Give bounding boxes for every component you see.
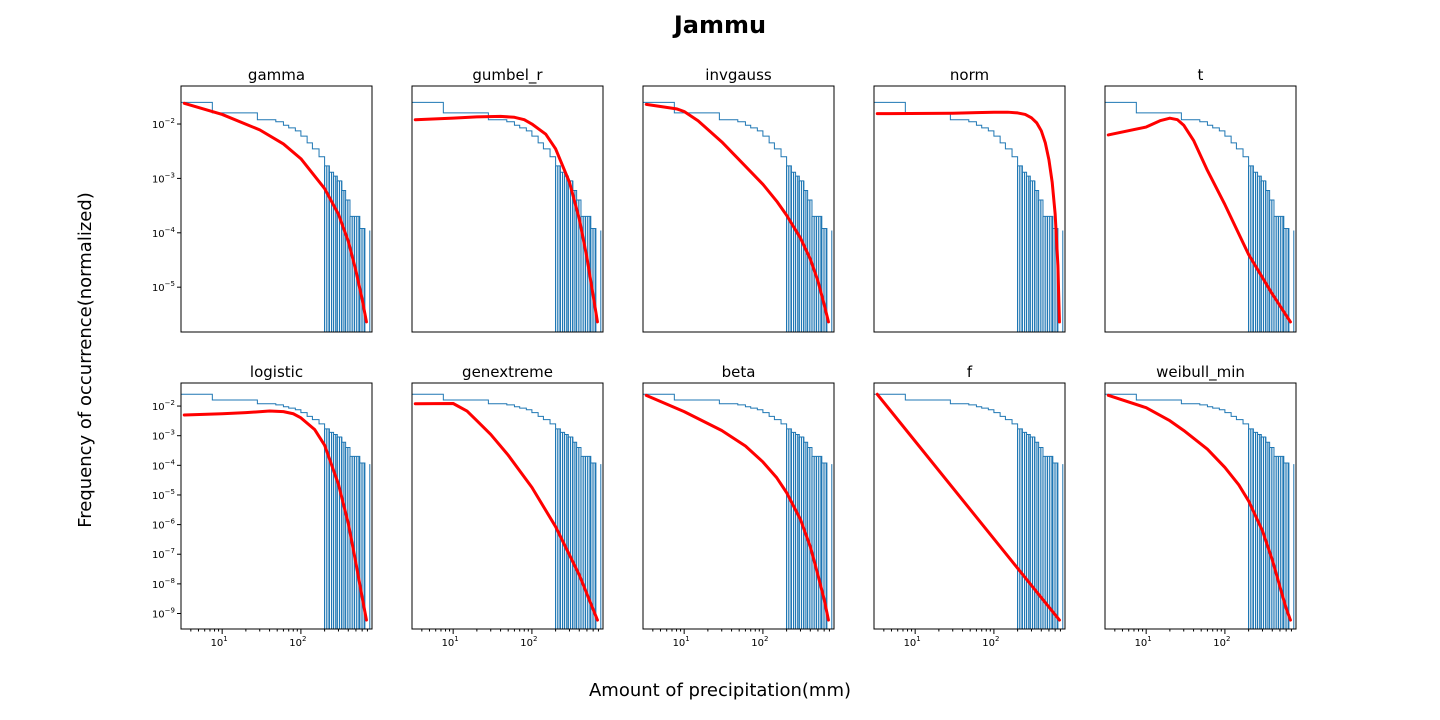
subplot-norm: norm [873, 66, 1066, 333]
x-tick-label: 102 [751, 635, 768, 649]
figure-title: Jammu [672, 11, 766, 39]
subplot-beta: beta 101 102 [642, 363, 835, 649]
subplot-grid: gamma 10−5 10−4 10−3 10−2 gumbel_r invgauss nor… [152, 66, 1297, 649]
subplot-title: gumbel_r [472, 66, 543, 85]
subplot-title: f [967, 363, 973, 381]
subplot-title: gamma [248, 66, 305, 84]
y-tick-label: 10−2 [152, 399, 175, 413]
x-tick-label: 101 [211, 635, 228, 649]
histogram-step [643, 393, 833, 629]
axes-frame [180, 85, 373, 333]
y-tick-label: 10−4 [152, 226, 176, 240]
x-tick-label: 101 [442, 635, 459, 649]
fit-curve-norm [875, 110, 1061, 324]
y-tick-label: 10−3 [152, 171, 175, 185]
x-tick-label: 101 [904, 635, 921, 649]
axes-frame [411, 382, 604, 630]
fit-curve-gumbel_r [413, 114, 599, 324]
histogram-tail [323, 165, 365, 332]
subplot-title: weibull_min [1156, 363, 1245, 382]
fit-curve-genextreme [413, 402, 599, 622]
axes-frame [411, 85, 604, 333]
histogram-step [1105, 393, 1295, 629]
subplot-title: genextreme [462, 363, 553, 381]
axes-frame [873, 382, 1066, 630]
histogram-step [1105, 101, 1295, 332]
fit-curve-t [1106, 116, 1292, 324]
y-tick-label: 10−4 [152, 458, 176, 472]
axes-frame [1104, 382, 1297, 630]
y-tick-label: 10−9 [152, 607, 175, 621]
fit-curve-invgauss [644, 102, 830, 324]
fit-curve-f [875, 392, 1061, 622]
fit-curve-beta [644, 393, 830, 622]
histogram-tail [1247, 428, 1289, 629]
subplot-logistic: logistic 10−9 10−8 10−7 10−6 10−5 10−4 10−3 10−2… [152, 363, 373, 649]
y-tick-label: 10−5 [152, 280, 175, 294]
histogram-step [874, 101, 1064, 332]
histogram-tail [554, 165, 596, 332]
histogram-step [412, 393, 602, 629]
subplot-f: f 101 102 [873, 363, 1066, 649]
y-tick-label: 10−5 [152, 488, 175, 502]
y-tick-label: 10−2 [152, 117, 175, 131]
x-tick-label: 102 [520, 635, 537, 649]
subplot-invgauss: invgauss [642, 66, 835, 333]
subplot-title: logistic [250, 363, 303, 381]
fit-curve-gamma [182, 101, 368, 324]
x-tick-label: 102 [289, 635, 306, 649]
axes-frame [873, 85, 1066, 333]
histogram-step [181, 393, 371, 629]
fit-curve-logistic [182, 409, 368, 622]
fit-curve-weibull_min [1106, 393, 1292, 622]
x-tick-label: 102 [1213, 635, 1230, 649]
x-tick-label: 101 [673, 635, 690, 649]
y-tick-label: 10−8 [152, 577, 175, 591]
histogram-tail [1247, 165, 1289, 332]
histogram-step [412, 101, 602, 332]
subplot-title: t [1198, 66, 1204, 84]
y-tick-label: 10−6 [152, 518, 176, 532]
subplot-weibull_min: weibull_min 101 102 [1104, 363, 1297, 649]
subplot-gumbel_r: gumbel_r [411, 66, 604, 333]
subplot-gamma: gamma 10−5 10−4 10−3 10−2 [152, 66, 373, 333]
x-axis-label: Amount of precipitation(mm) [589, 680, 851, 701]
y-axis-label: Frequency of occurrence(normalized) [75, 192, 96, 528]
x-tick-label: 101 [1135, 635, 1152, 649]
subplot-genextreme: genextreme 101 102 [411, 363, 604, 649]
subplot-title: beta [722, 363, 756, 381]
axes-frame [180, 382, 373, 630]
y-tick-label: 10−3 [152, 429, 175, 443]
histogram-step [874, 393, 1064, 629]
subplot-title: invgauss [705, 66, 772, 84]
subplot-t: t [1104, 66, 1297, 333]
y-tick-label: 10−7 [152, 547, 175, 561]
histogram-tail [785, 428, 827, 629]
histogram-tail [1016, 165, 1058, 332]
subplot-title: norm [950, 66, 989, 84]
histogram-tail [1016, 428, 1058, 629]
histogram-tail [554, 428, 596, 629]
histogram-tail [785, 165, 827, 332]
histogram-step [643, 101, 833, 332]
axes-frame [642, 382, 835, 630]
axes-frame [642, 85, 835, 333]
histogram-step [181, 101, 371, 332]
axes-frame [1104, 85, 1297, 333]
x-tick-label: 102 [982, 635, 999, 649]
